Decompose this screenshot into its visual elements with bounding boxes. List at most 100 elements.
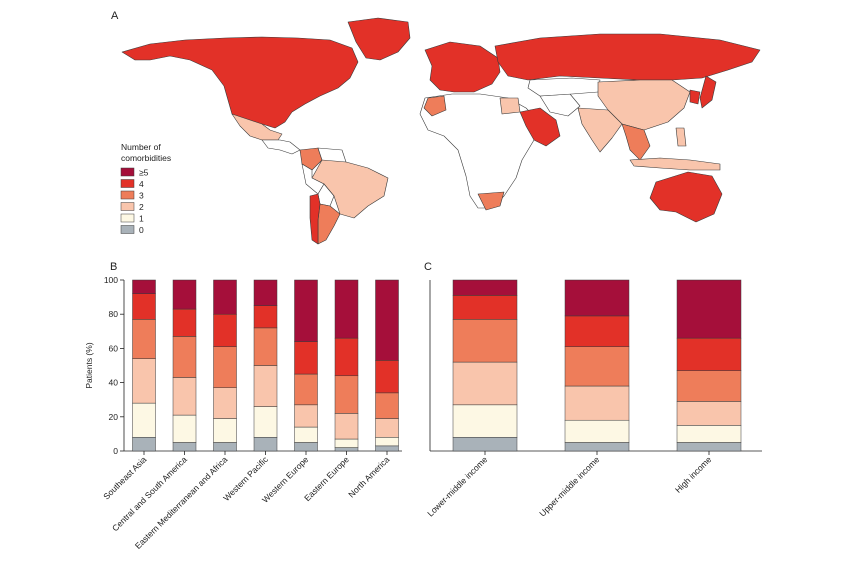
bar-segment [676, 442, 742, 452]
panel-letter-b: B [110, 261, 117, 273]
bar-segment [213, 346, 237, 388]
bar-segment [452, 295, 518, 320]
bar-segment [172, 414, 197, 443]
map-region [597, 79, 691, 131]
legend-swatch [120, 213, 135, 223]
y-tick-label: 20 [109, 412, 119, 422]
x-tick-label: Upper-middle income [537, 454, 601, 518]
bar-segment [452, 279, 518, 296]
map-legend: Number of comorbidities ≥54 32 10 [120, 142, 171, 235]
map-region [689, 89, 701, 105]
legend-swatch [120, 167, 135, 177]
panel-c-chart: Lower-middle income Upper-middle income Hi… [425, 279, 762, 519]
y-tick-label: 40 [109, 378, 119, 388]
bar-segment [132, 358, 156, 404]
bar-segment [375, 418, 399, 438]
y-tick-label: 60 [109, 343, 119, 353]
bar-segment [452, 319, 518, 363]
bar-segment [213, 418, 237, 443]
y-tick-label: 100 [104, 275, 118, 285]
bar-segment [132, 402, 156, 438]
map-region [261, 139, 301, 155]
world-map [121, 17, 761, 245]
bar-segment [375, 360, 399, 394]
bar-segment [213, 313, 237, 347]
legend-title-line1: Number of [121, 142, 161, 152]
bar-segment [564, 315, 630, 347]
bar-segment [253, 279, 278, 306]
legend-swatch [120, 190, 135, 200]
bar-segment [334, 438, 359, 448]
x-tick-label: Central and South America [110, 454, 189, 533]
x-tick-label: High income [673, 454, 714, 495]
map-region [675, 127, 687, 147]
legend-swatch [120, 202, 135, 211]
map-region [519, 107, 561, 147]
map-region [347, 17, 411, 61]
bar-segment [676, 425, 742, 443]
bar-segment [132, 319, 156, 359]
legend-swatch [120, 225, 135, 234]
map-region [629, 157, 721, 171]
bar-segment [172, 377, 197, 416]
bar-segment [253, 305, 278, 329]
bar-segment [294, 426, 318, 443]
legend-label: 0 [139, 225, 144, 235]
bar-segment [253, 437, 278, 452]
bar-segment [132, 437, 156, 452]
bar-segment [172, 308, 197, 337]
bar-segment [253, 365, 278, 407]
bar-segment [564, 385, 630, 421]
map-region [527, 77, 601, 97]
bar-segment [253, 327, 278, 366]
panel-letter-c: C [424, 261, 432, 273]
legend-label: 2 [139, 202, 144, 212]
bar-segment [564, 346, 630, 387]
x-tick-label: North America [346, 454, 391, 499]
legend-label: ≥5 [139, 168, 149, 178]
bar-segment [213, 387, 237, 419]
bar-segment [676, 401, 742, 426]
map-region [477, 191, 505, 211]
bar-segment [334, 413, 359, 440]
map-region [309, 193, 321, 245]
map-region [424, 41, 501, 93]
bar-segment [334, 279, 359, 339]
legend-swatch [120, 179, 135, 188]
map-region [699, 75, 717, 109]
map-region [121, 36, 359, 129]
map-region [649, 171, 723, 223]
bar-segment [294, 442, 318, 452]
bar-segment [213, 279, 237, 315]
bar-segment [253, 406, 278, 438]
bar-segment [334, 337, 359, 377]
legend-label: 1 [139, 214, 144, 224]
bar-segment [564, 279, 630, 317]
panel-letter-a: A [111, 10, 119, 22]
bar-segment [564, 442, 630, 452]
bar-segment [172, 442, 197, 452]
map-region [299, 147, 323, 171]
y-tick-label: 0 [113, 446, 118, 456]
bar-segment [294, 373, 318, 406]
legend-label: 4 [139, 179, 144, 189]
bar-segment [676, 370, 742, 402]
map-region [577, 107, 623, 153]
bar-segment [294, 341, 318, 375]
bar-segment [294, 279, 318, 342]
bar-segment [375, 445, 399, 452]
bar-segment [375, 392, 399, 419]
bar-segment [452, 404, 518, 438]
bar-segment [676, 337, 742, 371]
bar-segment [172, 336, 197, 378]
bar-segment [564, 419, 630, 443]
bar-segment [132, 279, 156, 294]
bar-segment [452, 361, 518, 406]
map-region [494, 33, 761, 81]
bar-segment [375, 437, 399, 447]
bar-segment [375, 279, 399, 361]
bar-segment [213, 442, 237, 452]
map-region [499, 97, 521, 115]
